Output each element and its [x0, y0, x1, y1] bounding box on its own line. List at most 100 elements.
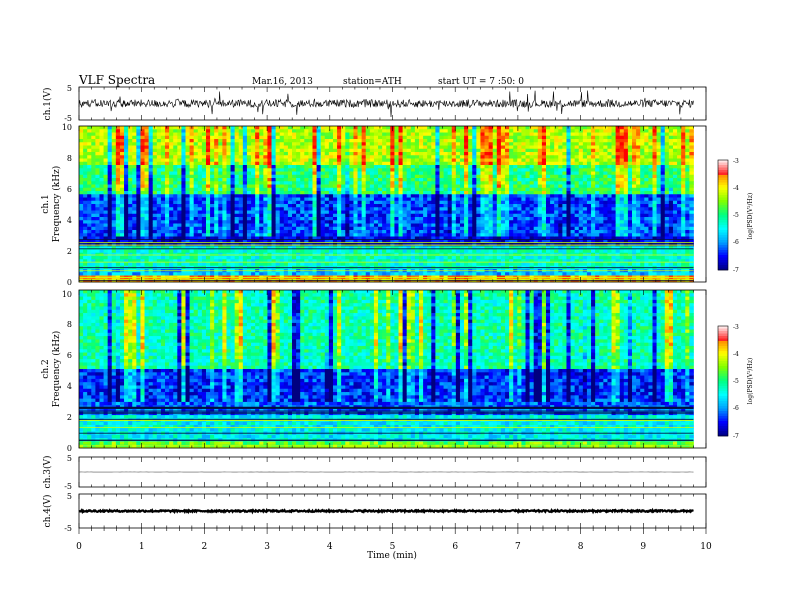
- spectrogram-cell: [337, 145, 342, 150]
- spectrogram-cell: [128, 256, 133, 260]
- spectrogram-cell: [320, 155, 326, 159]
- spectrogram-cell: [480, 152, 485, 156]
- spectrogram-cell: [353, 168, 358, 172]
- spectrogram-cell: [316, 165, 322, 169]
- spectrogram-cell: [169, 230, 174, 234]
- spectrogram-cell: [337, 168, 342, 172]
- spectrogram-cell: [128, 132, 133, 137]
- spectrogram-cell: [91, 210, 96, 215]
- spectrogram-cell: [320, 165, 326, 169]
- spectrogram-cell: [398, 213, 404, 218]
- spectrogram-cell: [390, 142, 395, 146]
- spectrogram-cell: [263, 230, 268, 234]
- spectrogram-cell: [287, 230, 293, 234]
- spectrogram-cell: [312, 226, 317, 231]
- spectrogram-cell: [136, 197, 141, 202]
- spectrogram-cell: [259, 207, 264, 211]
- ch1-spectrogram-image: [79, 126, 694, 283]
- spectrogram-cell: [382, 139, 387, 143]
- spectrogram-cell: [439, 142, 444, 146]
- spectrogram-cell: [410, 174, 416, 179]
- spectrogram-cell: [226, 174, 231, 179]
- spectrogram-cell: [382, 187, 387, 192]
- spectrogram-cell: [287, 145, 293, 150]
- spectrogram-cell: [267, 210, 272, 215]
- spectrogram-cell: [173, 249, 178, 254]
- spectrogram-cell: [312, 155, 317, 159]
- spectrogram-cell: [353, 132, 358, 137]
- spectrogram-cell: [480, 178, 485, 182]
- spectrogram-cell: [394, 194, 399, 198]
- spectrogram-cell: [496, 184, 502, 189]
- spectrogram-cell: [337, 158, 342, 163]
- spectrogram-cell: [357, 259, 363, 263]
- spectrogram-cell: [234, 174, 240, 179]
- spectrogram-cell: [259, 158, 264, 163]
- spectrogram-cell: [292, 262, 297, 267]
- spectrogram-cell: [177, 139, 182, 143]
- spectrogram-cell: [398, 139, 404, 143]
- spectrogram-cell: [95, 217, 100, 221]
- spectrogram-cell: [128, 213, 133, 218]
- spectrogram-cell: [447, 135, 453, 140]
- spectrogram-cell: [251, 129, 256, 133]
- spectrogram-cell: [443, 236, 449, 241]
- spectrogram-cell: [267, 236, 272, 241]
- spectrogram-cell: [140, 194, 145, 198]
- spectrogram-cell: [394, 220, 399, 224]
- spectrogram-cell: [242, 200, 248, 205]
- spectrogram-cell: [205, 230, 211, 234]
- spectrogram-cell: [361, 249, 367, 254]
- spectrogram-cell: [345, 178, 350, 182]
- spectrogram-cell: [378, 132, 383, 137]
- spectrogram-cell: [328, 220, 334, 224]
- spectrogram-cell: [87, 181, 92, 185]
- spectrogram-cell: [419, 145, 424, 150]
- spectrogram-cell: [177, 148, 182, 153]
- spectrogram-cell: [451, 246, 457, 250]
- spectrogram-cell: [406, 139, 412, 143]
- spectrogram-cell: [488, 142, 494, 146]
- spectrogram-cell: [111, 161, 117, 166]
- spectrogram-cell: [492, 187, 498, 192]
- spectrogram-cell: [115, 233, 121, 237]
- spectrogram-cell: [91, 142, 96, 146]
- spectrogram-cell: [328, 262, 334, 267]
- spectrogram-cell: [111, 259, 117, 263]
- spectrogram-cell: [148, 145, 154, 150]
- spectrogram-cell: [214, 204, 219, 208]
- spectrogram-cell: [218, 262, 223, 267]
- spectrogram-cell: [119, 259, 125, 263]
- spectrogram-cell: [128, 165, 133, 169]
- spectrogram-cell: [267, 194, 272, 198]
- spectrogram-cell: [308, 246, 313, 250]
- spectrogram-cell: [271, 210, 277, 215]
- spectrogram-cell: [337, 226, 342, 231]
- spectrogram-cell: [263, 259, 268, 263]
- spectrogram-cell: [439, 161, 444, 166]
- spectrogram-cell: [304, 187, 309, 192]
- spectrogram-cell: [169, 272, 174, 276]
- spectrogram-cell: [455, 272, 461, 276]
- spectrogram-cell: [447, 152, 453, 156]
- spectrogram-cell: [300, 233, 305, 237]
- spectrogram-cell: [484, 246, 490, 250]
- spectrogram-cell: [79, 191, 84, 195]
- spectrogram-cell: [251, 207, 256, 211]
- spectrogram-cell: [431, 132, 436, 137]
- spectrogram-cell: [156, 129, 162, 133]
- spectrogram-cell: [181, 272, 186, 276]
- spectrogram-cell: [144, 249, 150, 254]
- spectrogram-cell: [472, 148, 477, 153]
- spectrogram-cell: [378, 194, 383, 198]
- spectrogram-cell: [414, 155, 420, 159]
- spectrogram-cell: [292, 135, 297, 140]
- spectrogram-cell: [197, 239, 203, 244]
- spectrogram-cell: [140, 171, 145, 176]
- spectrogram-cell: [83, 256, 88, 260]
- spectrogram-cell: [152, 171, 158, 176]
- spectrogram-cell: [99, 249, 104, 254]
- spectrogram-cell: [308, 184, 313, 189]
- spectrogram-cell: [193, 168, 199, 172]
- spectrogram-cell: [390, 226, 395, 231]
